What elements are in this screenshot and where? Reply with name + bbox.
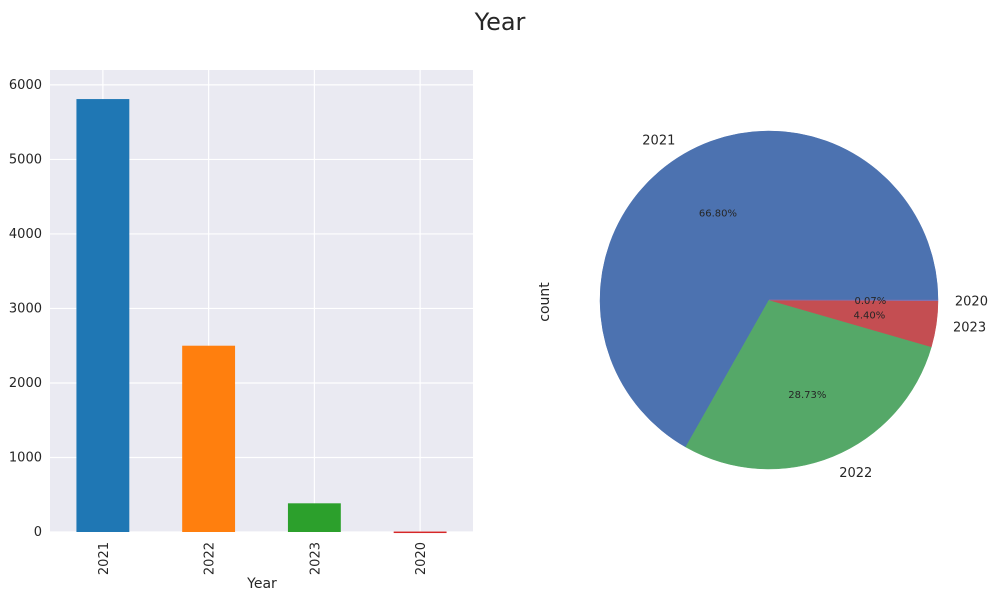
x-tick-label: 2022 bbox=[203, 542, 218, 575]
pie-label: 2022 bbox=[839, 466, 872, 481]
x-tick-label: 2021 bbox=[97, 542, 112, 575]
pie-labels: 2021 66.80% 2022 28.73% 2023 4.40% 2020 0.07% bbox=[642, 133, 988, 481]
pie-percent-label: 28.73% bbox=[788, 390, 826, 401]
bar-y-ticks: 0 1000 2000 3000 4000 5000 6000 bbox=[9, 78, 42, 540]
pie-slice-2020 bbox=[768, 299, 939, 301]
pie-y-axis-label: count bbox=[537, 282, 553, 322]
pie-percent-label: 66.80% bbox=[699, 208, 737, 219]
pie-percent-label: 0.07% bbox=[855, 296, 887, 307]
x-tick-label: 2023 bbox=[308, 542, 323, 575]
bar-2022 bbox=[182, 345, 236, 532]
pie-label: 2020 bbox=[955, 294, 988, 309]
pie-label: 2021 bbox=[642, 133, 675, 148]
y-tick-label: 6000 bbox=[9, 78, 42, 93]
pie-slices bbox=[599, 130, 939, 470]
pie-slice-2022 bbox=[685, 299, 932, 470]
pie-slice-2021 bbox=[599, 130, 939, 448]
y-tick-label: 1000 bbox=[9, 450, 42, 465]
bar-2020 bbox=[393, 531, 447, 534]
bar-series bbox=[76, 99, 447, 534]
y-tick-label: 5000 bbox=[9, 152, 42, 167]
bar-2021 bbox=[76, 99, 130, 533]
pie-chart: 2021 66.80% 2022 28.73% 2023 4.40% 2020 0.07% c… bbox=[537, 130, 988, 481]
bar-x-axis-label: Year bbox=[246, 576, 277, 592]
bar-x-ticks: 2021 2022 2023 2020 bbox=[97, 542, 429, 575]
y-tick-label: 0 bbox=[34, 525, 42, 540]
y-tick-label: 3000 bbox=[9, 301, 42, 316]
y-tick-label: 2000 bbox=[9, 376, 42, 391]
figure-title: Year bbox=[474, 8, 526, 36]
x-tick-label: 2020 bbox=[414, 542, 429, 575]
y-tick-label: 4000 bbox=[9, 227, 42, 242]
pie-label: 2023 bbox=[953, 320, 986, 335]
pie-percent-label: 4.40% bbox=[853, 310, 885, 321]
bar-2023 bbox=[287, 503, 341, 532]
